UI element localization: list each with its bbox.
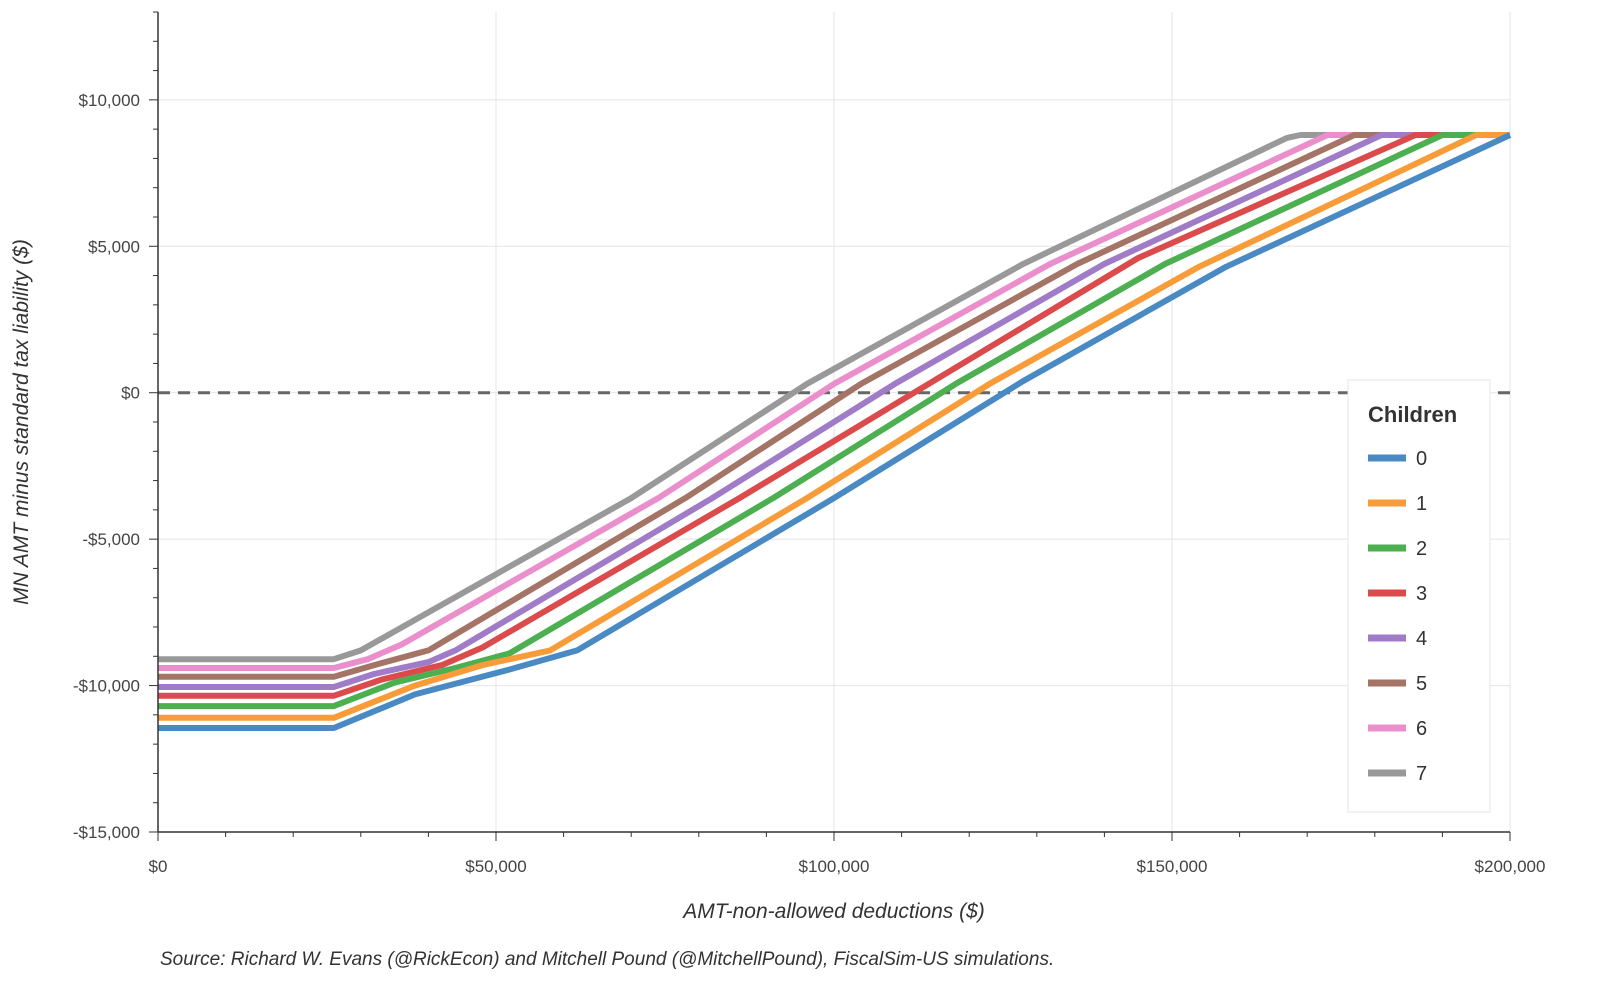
legend-item-2: 2 xyxy=(1368,538,1427,560)
axes xyxy=(157,12,1510,833)
y-tick-label: -$15,000 xyxy=(73,823,140,842)
legend-label: 2 xyxy=(1416,538,1427,560)
y-tick-label: $5,000 xyxy=(88,237,140,256)
legend-item-0: 0 xyxy=(1368,448,1427,470)
legend-label: 5 xyxy=(1416,673,1427,695)
source-note: Source: Richard W. Evans (@RickEcon) and… xyxy=(160,949,1054,970)
series-group xyxy=(158,132,1512,731)
series-line-2 xyxy=(158,132,1510,710)
legend-item-3: 3 xyxy=(1368,583,1427,605)
y-tick-labels: -$15,000 -$10,000 -$5,000 $0 $5,000 $10,000 xyxy=(73,91,140,842)
legend-label: 7 xyxy=(1416,763,1427,785)
y-tick-label: -$10,000 xyxy=(73,677,140,696)
x-tick-label: $200,000 xyxy=(1475,857,1546,876)
x-tick-label: $50,000 xyxy=(465,857,526,876)
x-tick-label: $100,000 xyxy=(799,857,870,876)
legend-item-6: 6 xyxy=(1368,718,1427,740)
legend-label: 6 xyxy=(1416,718,1427,740)
legend-item-4: 4 xyxy=(1368,628,1427,650)
legend-item-5: 5 xyxy=(1368,673,1427,695)
x-axis-title: AMT-non-allowed deductions ($) xyxy=(681,900,985,923)
legend-title: Children xyxy=(1368,402,1457,427)
series-line-1 xyxy=(158,132,1510,721)
minor-ticks xyxy=(149,11,1511,841)
legend: Children 0 1 2 3 4 5 6 7 xyxy=(1347,379,1491,813)
x-tick-labels: $0 $50,000 $100,000 $150,000 $200,000 xyxy=(149,857,1546,876)
series-line-5 xyxy=(158,132,1510,680)
legend-item-7: 7 xyxy=(1368,763,1427,785)
x-tick-label: $0 xyxy=(149,857,168,876)
series-line-3 xyxy=(158,132,1510,699)
legend-label: 3 xyxy=(1416,583,1427,605)
y-tick-label: -$5,000 xyxy=(82,530,140,549)
series-line-4 xyxy=(158,132,1510,690)
legend-item-1: 1 xyxy=(1368,493,1427,515)
y-tick-label: $0 xyxy=(121,384,140,403)
y-tick-label: $10,000 xyxy=(79,91,140,110)
legend-items: 0 1 2 3 4 5 6 7 xyxy=(1368,448,1427,785)
y-axis-title: MN AMT minus standard tax liability ($) xyxy=(10,239,33,605)
series-line-6 xyxy=(158,132,1510,671)
legend-label: 1 xyxy=(1416,493,1427,515)
legend-label: 4 xyxy=(1416,628,1427,650)
legend-label: 0 xyxy=(1416,448,1427,470)
series-line-0 xyxy=(158,132,1512,731)
x-tick-label: $150,000 xyxy=(1137,857,1208,876)
series-line-7 xyxy=(158,132,1510,663)
